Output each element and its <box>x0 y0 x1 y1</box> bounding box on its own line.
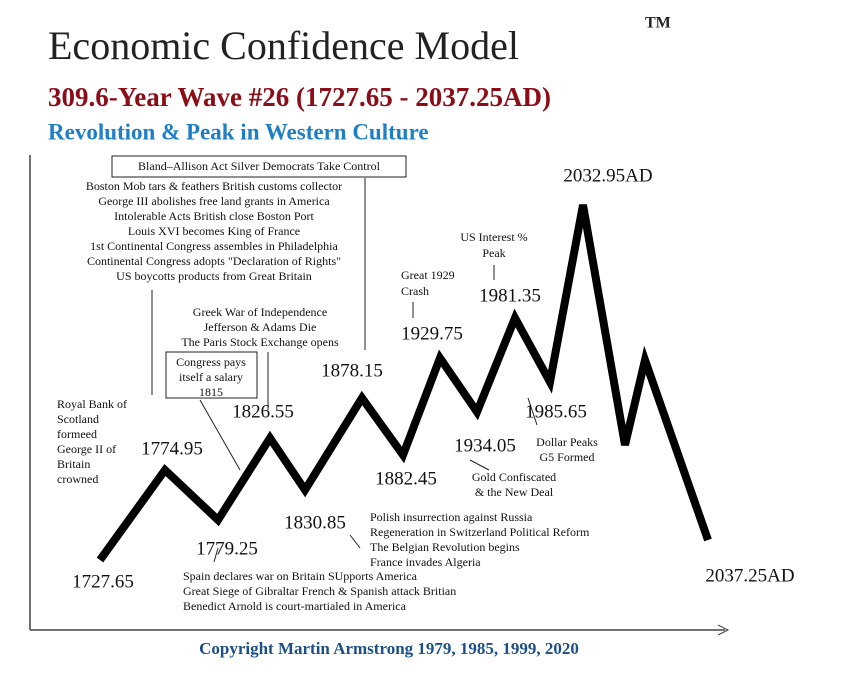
wave-point-label: 1774.95 <box>141 438 203 459</box>
wave-point-label: 1981.35 <box>479 285 541 306</box>
wave-point-label: 2037.25AD <box>705 565 794 586</box>
connector <box>151 178 538 563</box>
annotation-line: Scotland <box>57 412 99 426</box>
wave-point-label: 1727.65 <box>72 571 134 592</box>
arrow <box>717 624 730 636</box>
annotation-line: The Paris Stock Exchange opens <box>181 335 339 349</box>
wave-point-label: 1826.55 <box>232 401 294 422</box>
trademark: TM <box>645 15 671 32</box>
annotation-line: Polish insurrection against Russia <box>370 510 533 524</box>
annotation-line: 1st Continental Congress assembles in Ph… <box>90 239 338 253</box>
annotation-line: Great Siege of Gibraltar French & Spanis… <box>183 584 456 598</box>
annotation-line: Greek War of Independence <box>193 305 327 319</box>
annotation-line: Continental Congress adopts "Declaration… <box>87 254 341 268</box>
annotation-line: Regeneration in Switzerland Political Re… <box>370 525 590 539</box>
annotation-line: Britain <box>57 457 90 471</box>
annotation-line: Bland–Allison Act Silver Democrats Take … <box>138 159 381 173</box>
annotation-line: US Interest % <box>460 230 527 244</box>
annotation-line: Intolerable Acts British close Boston Po… <box>114 209 314 223</box>
annotation-line: Royal Bank of <box>57 397 127 411</box>
annotation-line: Gold Confiscated <box>472 470 556 484</box>
box <box>165 351 258 399</box>
wave-point-label: 1878.15 <box>321 360 383 381</box>
annotation-line: George III abolishes free land grants in… <box>98 194 330 208</box>
annotation-line: & the New Deal <box>475 485 554 499</box>
annotation-line: Jefferson & Adams Die <box>204 320 317 334</box>
annotation-line: Spain declares war on Britain SUpports A… <box>183 569 418 583</box>
wave-point-label: 2032.95AD <box>563 165 652 186</box>
subtitle: 309.6-Year Wave #26 (1727.65 - 2037.25AD… <box>48 82 551 112</box>
wave-point-label: 1830.85 <box>284 512 346 533</box>
annotation-line: George II of <box>57 442 116 456</box>
annotation-line: Congress pays <box>176 355 246 369</box>
box <box>111 155 407 178</box>
annotation-line: The Belgian Revolution begins <box>370 540 520 554</box>
wave-point-label: 1985.65 <box>525 401 587 422</box>
annotation-line: France invades Algeria <box>370 555 481 569</box>
annotation-line: formeed <box>57 427 97 441</box>
annotation-line: Benedict Arnold is court-martialed in Am… <box>183 599 407 613</box>
wave-line <box>96 204 712 563</box>
annotation-line: Louis XVI becomes King of France <box>128 224 300 238</box>
annotation-line: itself a salary <box>179 370 243 384</box>
annotation-line: Crash <box>401 284 429 298</box>
annotation-line: 1815 <box>199 385 223 399</box>
wave-point-label: 1929.75 <box>401 323 463 344</box>
tagline: Revolution & Peak in Western Culture <box>48 119 429 144</box>
wave-point-label: 1882.45 <box>375 468 437 489</box>
annotation-line: G5 Formed <box>540 450 595 464</box>
wave-point-label: 1934.05 <box>454 435 516 456</box>
annotation-line: crowned <box>57 472 98 486</box>
copyright: Copyright Martin Armstrong 1979, 1985, 1… <box>199 639 579 658</box>
annotation-line: Dollar Peaks <box>536 435 598 449</box>
annotation-line: Great 1929 <box>401 268 455 282</box>
annotation-line: Peak <box>482 246 505 260</box>
annotation-line: US boycotts products from Great Britain <box>116 269 312 283</box>
wave-point-label: 1779.25 <box>196 538 258 559</box>
annotation-line: Boston Mob tars & feathers British custo… <box>86 179 342 193</box>
title: Economic Confidence Model <box>48 23 519 68</box>
